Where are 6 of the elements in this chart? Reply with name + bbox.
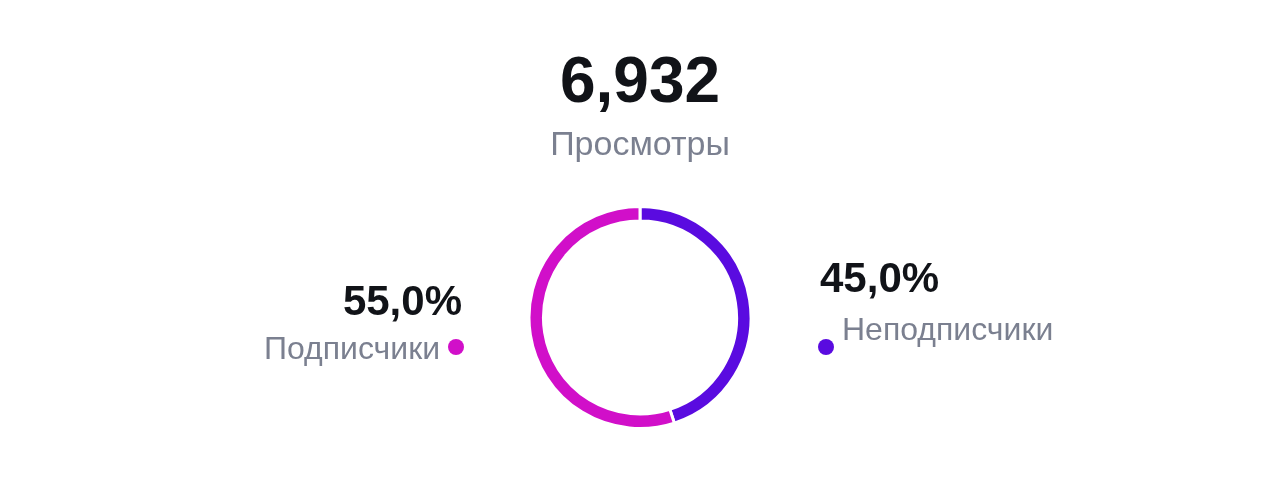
data-label: 45,0% xyxy=(820,253,940,301)
chart-subtitle: Просмотры xyxy=(550,124,730,162)
slice-label: Подписчики xyxy=(263,329,440,366)
chart-title: 6,932 xyxy=(559,44,721,116)
legend-label: Неподписчики xyxy=(842,310,1054,347)
data-label: 55,0% xyxy=(342,276,462,324)
